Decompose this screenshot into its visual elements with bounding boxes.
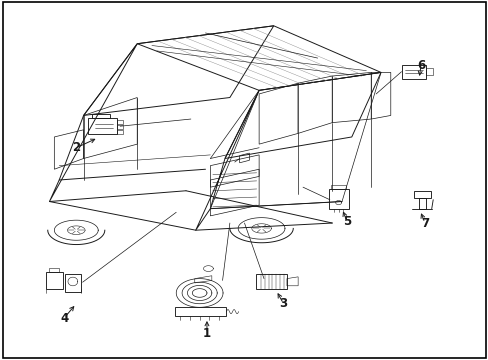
Text: 7: 7 — [420, 216, 428, 230]
Text: 5: 5 — [342, 215, 350, 228]
Text: 1: 1 — [203, 327, 211, 339]
Text: 4: 4 — [60, 311, 68, 325]
Text: 2: 2 — [72, 141, 80, 154]
Text: 3: 3 — [279, 297, 287, 310]
Text: 6: 6 — [416, 59, 424, 72]
